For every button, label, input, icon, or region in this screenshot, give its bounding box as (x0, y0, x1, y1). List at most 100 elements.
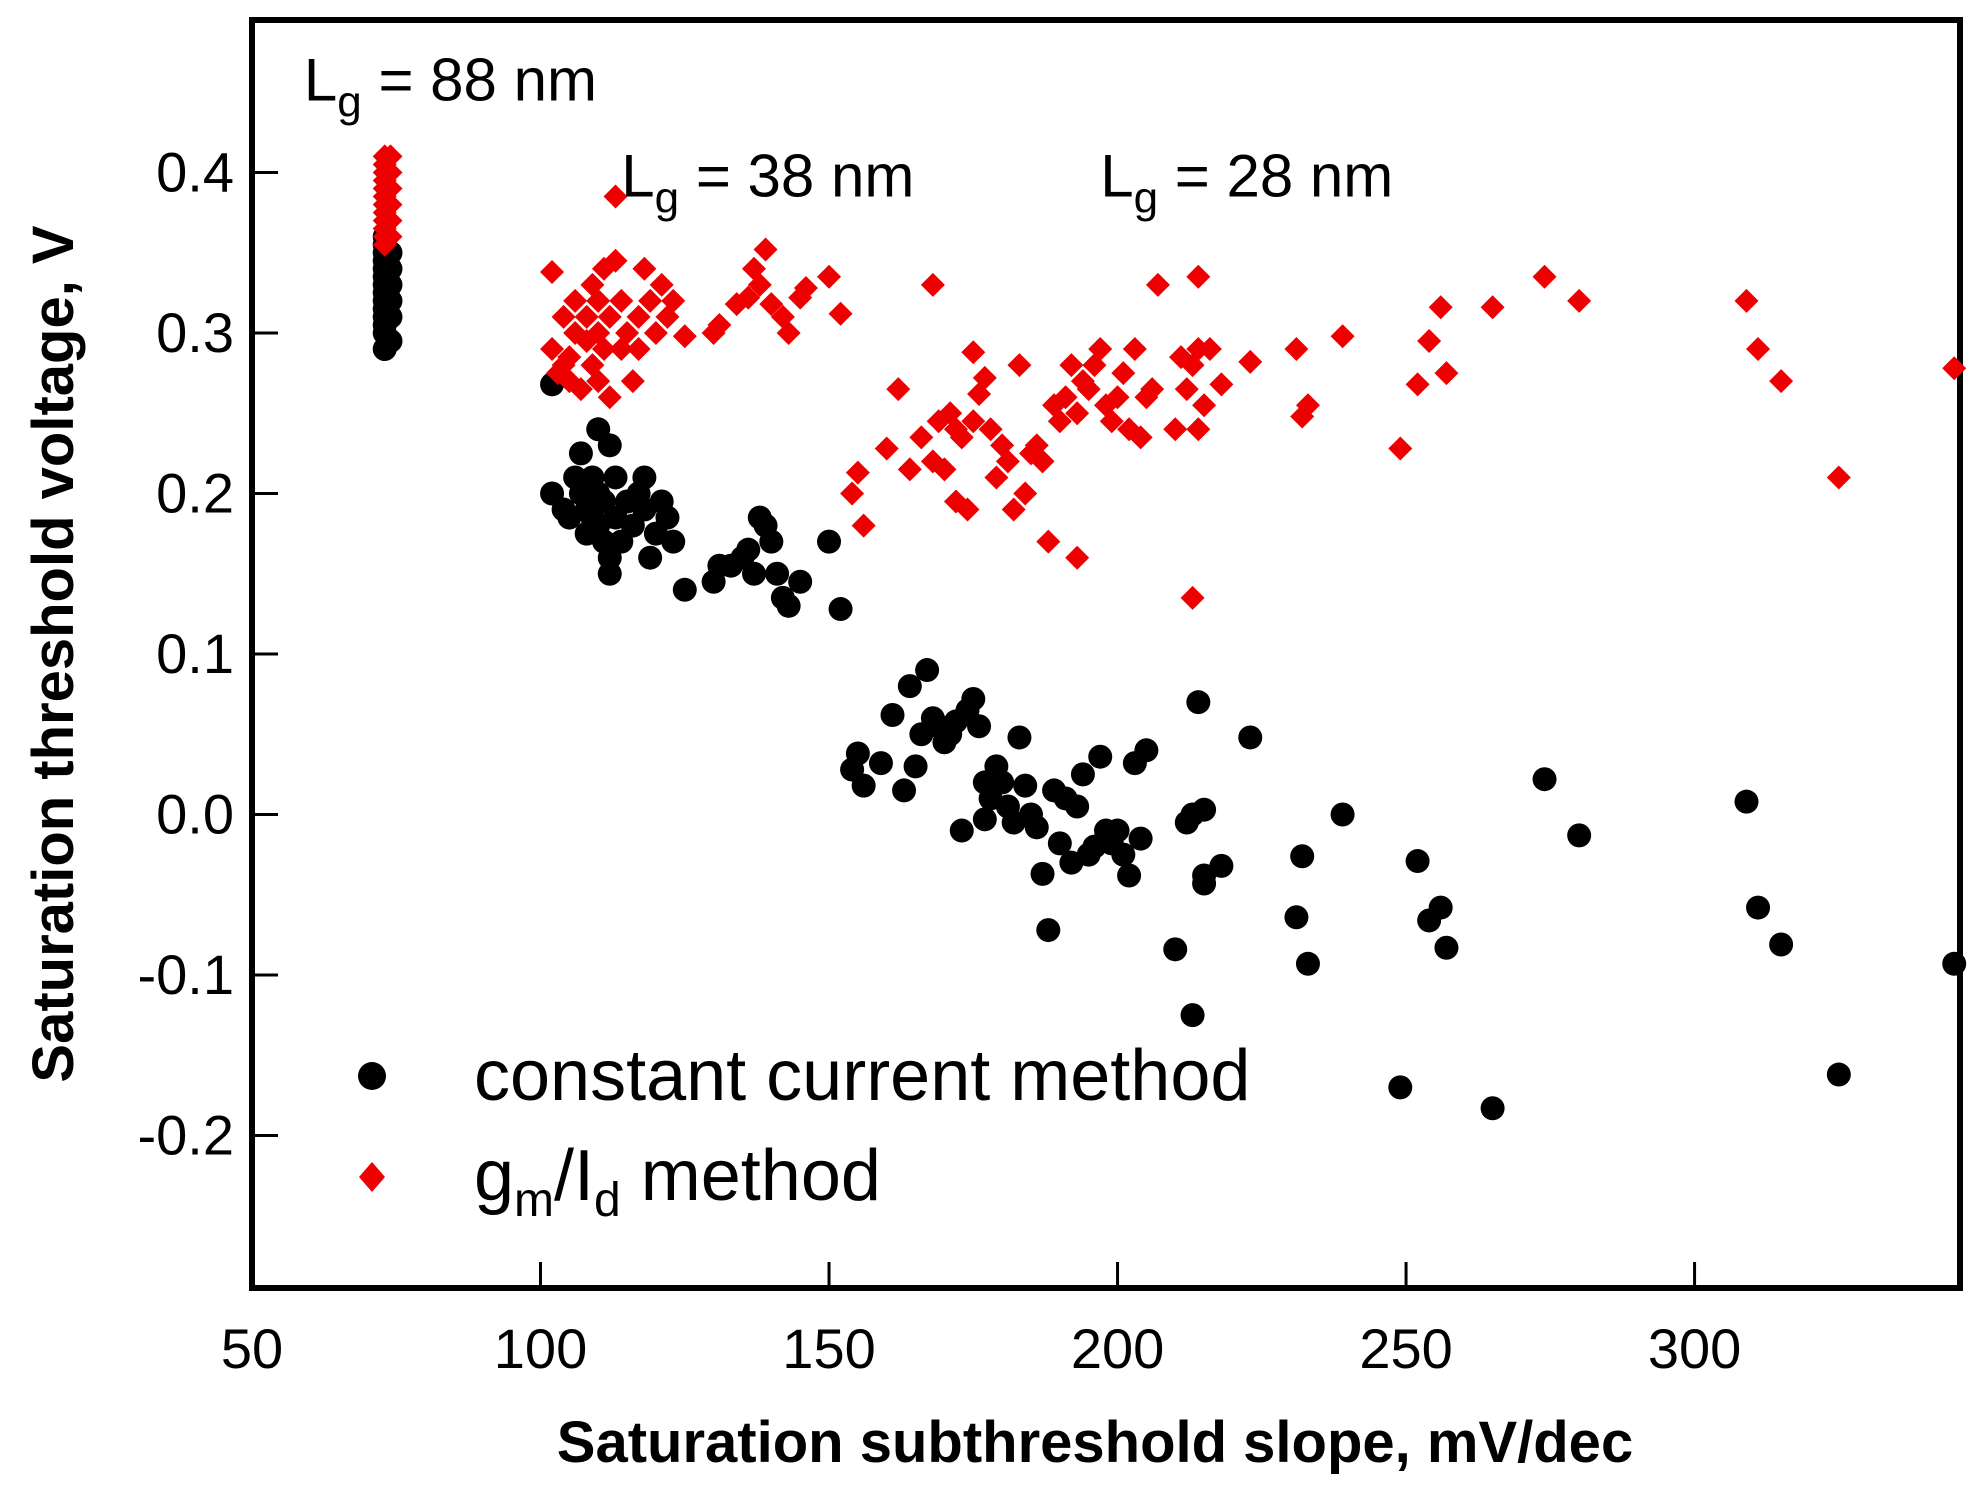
data-point-constant-current (1070, 762, 1095, 787)
data-point-gm-id (557, 345, 582, 370)
data-point-gm-id (932, 457, 957, 482)
data-point-constant-current (603, 465, 628, 490)
data-point-gm-id (1532, 264, 1557, 289)
x-tick-label: 100 (494, 1317, 587, 1380)
annotation-gate-length: Lg = 88 nm (304, 46, 597, 126)
y-tick-label: 0.3 (156, 301, 234, 364)
data-point-constant-current (851, 773, 876, 798)
data-point-constant-current (597, 561, 622, 586)
data-point-gm-id (597, 304, 622, 329)
data-point-constant-current (1428, 895, 1453, 920)
data-point-gm-id (845, 460, 870, 485)
data-point-constant-current (1480, 1096, 1505, 1121)
data-point-gm-id (378, 160, 403, 185)
data-point-constant-current (1180, 1003, 1205, 1028)
data-point-gm-id (378, 224, 403, 249)
data-point-gm-id (1145, 272, 1170, 297)
data-point-constant-current (1405, 849, 1430, 874)
data-point-constant-current (897, 674, 922, 699)
data-point-constant-current (672, 577, 697, 602)
series-gm-id (372, 144, 1967, 610)
data-point-gm-id (1105, 385, 1130, 410)
data-point-gm-id (949, 425, 974, 450)
legend-label-constant-current: constant current method (474, 1036, 1250, 1116)
x-tick-label: 50 (221, 1317, 283, 1380)
data-point-gm-id (609, 288, 634, 313)
x-axis-tick-labels: 50 100 150 200 250 300 (221, 1317, 1741, 1380)
data-point-gm-id (1417, 329, 1442, 354)
data-point-gm-id (563, 288, 588, 313)
data-point-gm-id (1197, 337, 1222, 362)
data-point-gm-id (1036, 529, 1061, 554)
data-point-gm-id (1186, 417, 1211, 442)
data-point-gm-id (1030, 449, 1055, 474)
data-point-gm-id (1769, 369, 1794, 394)
data-point-constant-current (378, 329, 403, 354)
data-point-gm-id (909, 425, 934, 450)
data-point-gm-id (1284, 337, 1309, 362)
data-point-gm-id (920, 272, 945, 297)
data-point-constant-current (1769, 932, 1794, 957)
data-point-constant-current (1532, 767, 1557, 792)
data-point-gm-id (1826, 465, 1851, 490)
data-point-gm-id (1428, 295, 1453, 320)
data-point-gm-id (1734, 288, 1759, 313)
y-tick-label: 0.2 (156, 461, 234, 524)
annotation-base: L (621, 143, 654, 210)
data-point-gm-id (851, 513, 876, 538)
y-axis-tick-labels: -0.2 -0.1 0.0 0.1 0.2 0.3 0.4 (138, 140, 235, 1166)
data-point-constant-current (949, 818, 974, 843)
data-point-gm-id (874, 436, 899, 461)
data-point-gm-id (1330, 324, 1355, 349)
data-point-gm-id (1140, 377, 1165, 402)
data-point-gm-id (591, 337, 616, 362)
data-point-constant-current (903, 754, 928, 779)
legend-label-gm-id-slash: /I (554, 1136, 594, 1216)
data-point-gm-id (638, 288, 663, 313)
data-point-constant-current (892, 778, 917, 803)
data-point-constant-current (1088, 744, 1113, 769)
y-axis-title: Saturation threshold voltage, V (21, 225, 86, 1083)
y-tick-label: 0.0 (156, 783, 234, 846)
data-point-constant-current (1007, 725, 1032, 750)
data-point-constant-current (1209, 853, 1234, 878)
data-point-gm-id (793, 276, 818, 301)
data-point-gm-id (707, 312, 732, 337)
data-point-gm-id (603, 184, 628, 209)
data-point-gm-id (1122, 337, 1147, 362)
data-point-constant-current (961, 686, 986, 711)
data-point-gm-id (897, 457, 922, 482)
data-point-gm-id (1567, 288, 1592, 313)
annotation-subscript: g (655, 174, 679, 223)
data-point-gm-id (597, 385, 622, 410)
data-point-gm-id (840, 481, 865, 506)
data-point-gm-id (736, 285, 761, 310)
data-point-constant-current (1734, 789, 1759, 814)
data-point-gm-id (626, 337, 651, 362)
data-point-constant-current (915, 658, 940, 683)
data-point-gm-id (1088, 337, 1113, 362)
data-point-gm-id (643, 320, 668, 345)
y-axis-ticks (252, 170, 278, 1138)
annotation-value: = 38 nm (679, 143, 914, 210)
data-point-gm-id (961, 340, 986, 365)
data-point-constant-current (1134, 738, 1159, 763)
data-point-gm-id (378, 144, 403, 169)
data-point-constant-current (828, 597, 853, 622)
data-point-gm-id (1295, 393, 1320, 418)
data-point-gm-id (1405, 372, 1430, 397)
data-point-gm-id (753, 237, 778, 262)
data-point-gm-id (1238, 349, 1263, 374)
data-point-gm-id (1059, 353, 1084, 378)
data-point-gm-id (972, 365, 997, 390)
data-point-gm-id (776, 320, 801, 345)
legend-marker-gm-id (359, 1162, 385, 1192)
data-point-constant-current (880, 702, 905, 727)
annotation-value: = 28 nm (1158, 143, 1393, 210)
data-point-constant-current (1013, 773, 1038, 798)
data-point-gm-id (586, 288, 611, 313)
data-point-gm-id (620, 369, 645, 394)
data-point-gm-id (586, 369, 611, 394)
